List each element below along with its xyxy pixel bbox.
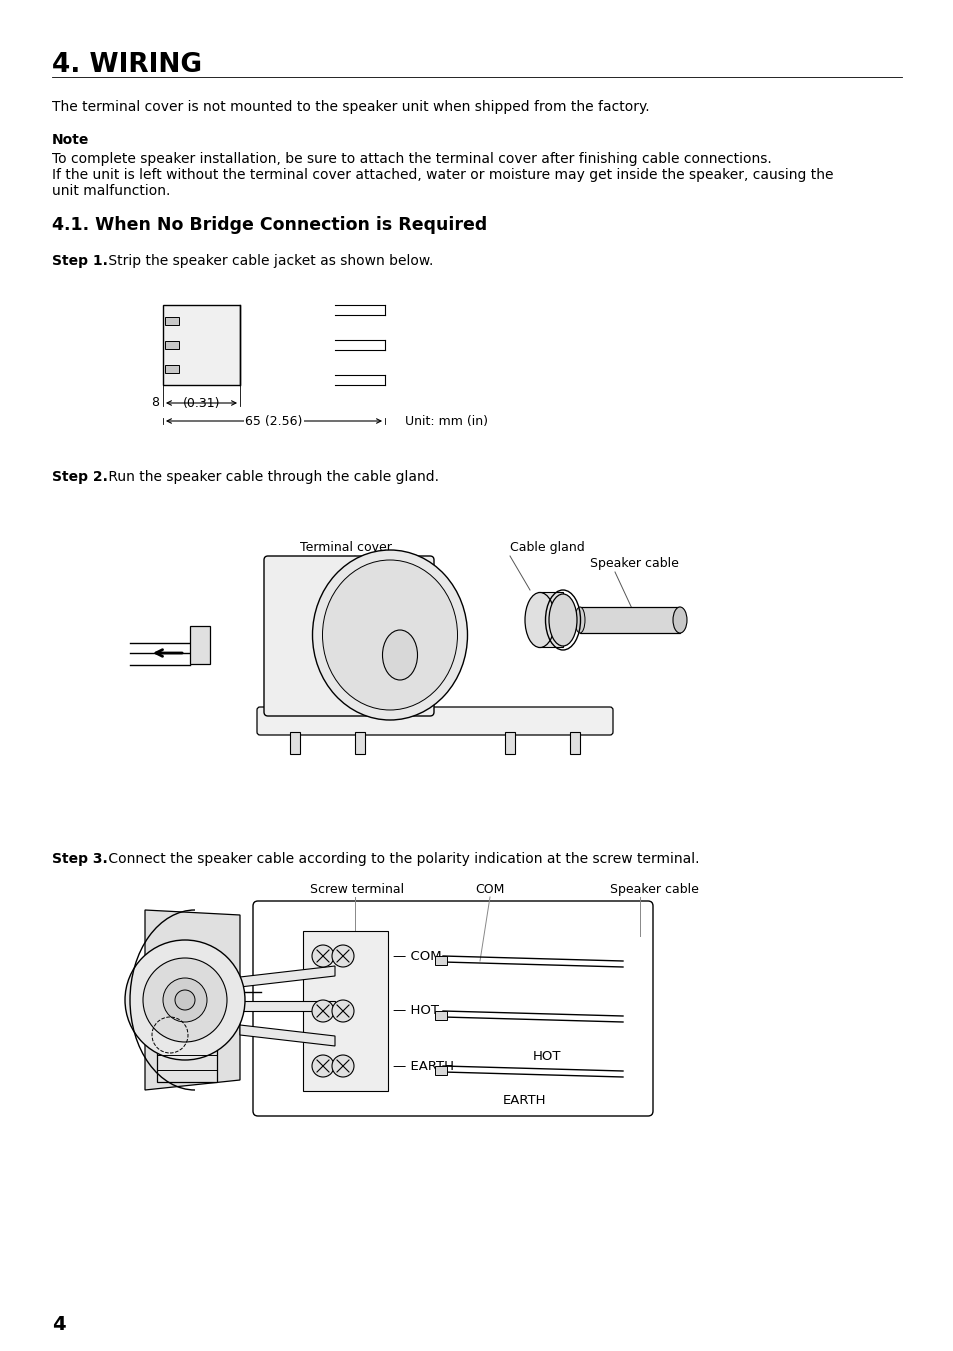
Polygon shape [145,911,240,1090]
Bar [163,305,240,385]
Ellipse shape [575,607,584,634]
Ellipse shape [313,550,467,720]
Text: Cable gland: Cable gland [510,540,584,554]
Text: Screw terminal: Screw terminal [310,884,404,896]
Text: Connect the speaker cable according to the polarity indication at the screw term: Connect the speaker cable according to t… [104,852,699,866]
Ellipse shape [382,630,417,680]
Ellipse shape [548,594,577,646]
Bar [157,1011,216,1082]
Circle shape [312,1000,334,1021]
Text: HOT: HOT [533,1050,561,1062]
Text: COM: COM [475,884,504,896]
Circle shape [163,978,207,1021]
Polygon shape [240,1001,335,1011]
Text: Terminal cover: Terminal cover [299,540,392,554]
Bar [435,1066,447,1075]
Text: — HOT: — HOT [393,1005,438,1017]
Circle shape [312,944,334,967]
Circle shape [332,1000,354,1021]
Bar [303,931,388,1092]
Polygon shape [240,1025,335,1046]
Text: Step 1.: Step 1. [52,254,108,267]
Text: Strip the speaker cable jacket as shown below.: Strip the speaker cable jacket as shown … [104,254,433,267]
Circle shape [332,1055,354,1077]
Ellipse shape [524,593,555,647]
Text: Step 2.: Step 2. [52,470,108,484]
Text: unit malfunction.: unit malfunction. [52,184,171,199]
Circle shape [332,944,354,967]
Bar [537,592,562,647]
Bar [165,317,179,326]
Text: 4.1. When No Bridge Connection is Required: 4.1. When No Bridge Connection is Requir… [52,216,487,234]
Text: If the unit is left without the terminal cover attached, water or moisture may g: If the unit is left without the terminal… [52,168,833,182]
Text: Run the speaker cable through the cable gland.: Run the speaker cable through the cable … [104,470,438,484]
Circle shape [174,990,194,1011]
Bar [290,732,299,754]
Bar [569,732,579,754]
Bar [504,732,515,754]
Text: Speaker cable: Speaker cable [589,557,679,570]
Text: 65 (2.56): 65 (2.56) [245,415,302,427]
Text: The terminal cover is not mounted to the speaker unit when shipped from the fact: The terminal cover is not mounted to the… [52,100,649,113]
Bar [165,340,179,349]
FancyBboxPatch shape [256,707,613,735]
Bar [435,957,447,965]
Bar [435,1011,447,1020]
Text: Note: Note [52,132,90,147]
Text: — EARTH: — EARTH [393,1059,454,1073]
Bar [579,607,679,634]
Circle shape [143,958,227,1042]
Text: Step 3.: Step 3. [52,852,108,866]
Circle shape [125,940,245,1061]
Text: 4. WIRING: 4. WIRING [52,51,202,78]
FancyBboxPatch shape [264,557,434,716]
Bar [355,732,365,754]
Text: 4: 4 [52,1315,66,1333]
Bar [190,626,210,663]
Text: Speaker cable: Speaker cable [609,884,699,896]
Text: (0.31): (0.31) [183,397,220,411]
Bar [165,365,179,373]
Circle shape [312,1055,334,1077]
Text: EARTH: EARTH [502,1094,546,1108]
Text: — COM: — COM [393,950,441,962]
Text: Unit: mm (in): Unit: mm (in) [405,415,488,427]
Polygon shape [240,966,335,988]
Ellipse shape [672,607,686,634]
FancyBboxPatch shape [253,901,652,1116]
Text: To complete speaker installation, be sure to attach the terminal cover after fin: To complete speaker installation, be sur… [52,153,771,166]
Text: 8: 8 [151,396,159,409]
Ellipse shape [322,561,457,711]
